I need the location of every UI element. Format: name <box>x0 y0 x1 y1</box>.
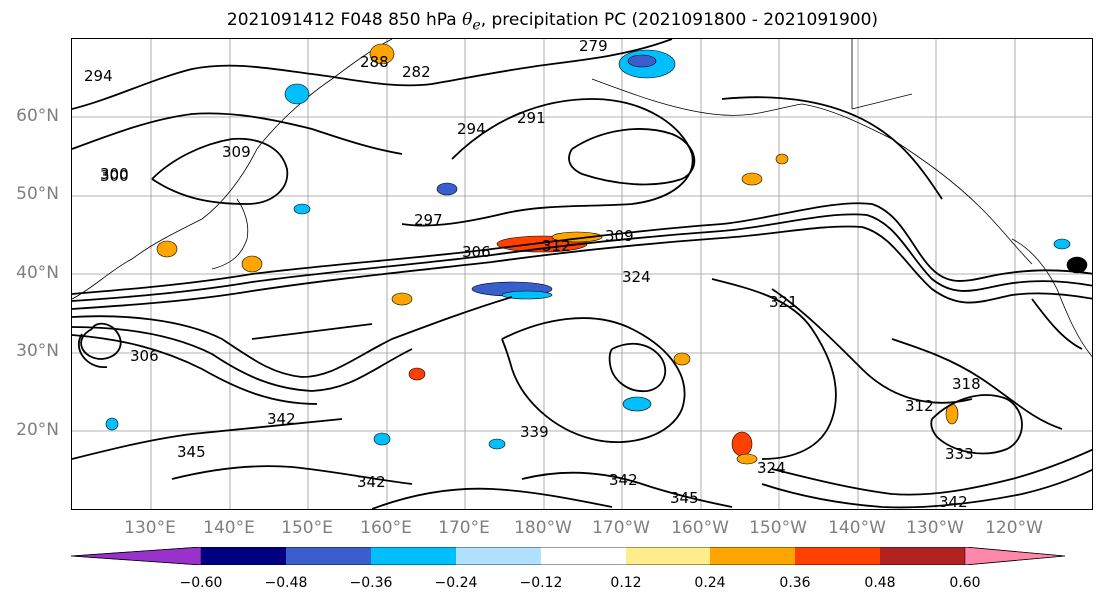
colorbar-segment <box>286 547 371 565</box>
lon-label: 150°W <box>749 518 807 538</box>
contour-label: 339 <box>520 423 549 441</box>
lon-label: 160°E <box>360 518 412 538</box>
contour-label: 342 <box>357 473 386 491</box>
colorbar-segment <box>710 547 795 565</box>
contour-label: 294 <box>457 120 486 138</box>
map-panel: 294 300 288 282 279 294 291 309 300 297 … <box>71 38 1093 510</box>
lon-label: 130°E <box>124 518 176 538</box>
colorbar-extend-low <box>71 547 202 565</box>
colorbar-segment <box>880 547 965 565</box>
contour-label: 342 <box>939 493 968 510</box>
contour-label: 324 <box>622 268 651 286</box>
coastlines <box>72 39 1092 358</box>
colorbar-tick: 0.60 <box>949 575 981 591</box>
colorbar-segment <box>201 547 286 565</box>
contour-label: 345 <box>670 489 699 507</box>
contour-label: 279 <box>579 39 608 55</box>
contour-label: 300 <box>100 167 129 185</box>
colorbar-segment <box>371 547 456 565</box>
contour-label: 306 <box>130 347 159 365</box>
contour-label: 306 <box>462 243 491 261</box>
contour-label: 342 <box>267 410 296 428</box>
precip-shading <box>105 43 1088 465</box>
lat-label: 50°N <box>16 184 59 204</box>
colorbar-extend-high <box>964 547 1065 565</box>
colorbar-tick: −0.24 <box>434 575 478 591</box>
contour-label: 288 <box>360 53 389 71</box>
contour-label: 294 <box>84 67 113 85</box>
lat-label: 40°N <box>16 263 59 283</box>
contour-label: 318 <box>952 375 981 393</box>
colorbar-tick: 0.24 <box>694 575 726 591</box>
contour-label: 282 <box>402 63 431 81</box>
contour-label: 321 <box>769 293 798 311</box>
colorbar-tick: −0.60 <box>179 575 223 591</box>
lon-label: 140°W <box>828 518 886 538</box>
lon-label: 160°W <box>671 518 729 538</box>
colorbar-tick: 0.36 <box>779 575 811 591</box>
colorbar-tick: −0.36 <box>349 575 393 591</box>
lon-label: 140°E <box>203 518 255 538</box>
map-title: 2021091412 F048 850 hPa θe, precipitatio… <box>226 10 879 34</box>
lon-label: 180°W <box>514 518 572 538</box>
lat-label: 20°N <box>16 420 59 440</box>
contour-label: 312 <box>905 397 934 415</box>
colorbar <box>71 547 1065 565</box>
colorbar-tick: −0.48 <box>264 575 308 591</box>
colorbar-tick: 0.12 <box>610 575 642 591</box>
map-canvas: 294 300 288 282 279 294 291 309 300 297 … <box>72 39 1092 510</box>
lon-label: 120°W <box>985 518 1043 538</box>
theta-e-contours <box>72 39 1092 509</box>
graticule <box>72 39 1092 509</box>
lon-label: 130°W <box>906 518 964 538</box>
contour-label: 342 <box>609 471 638 489</box>
contour-label: 345 <box>177 443 206 461</box>
lon-label: 150°E <box>281 518 333 538</box>
colorbar-segment <box>456 547 541 565</box>
contour-label: 312 <box>542 237 571 255</box>
contour-label: 297 <box>414 211 443 229</box>
colorbar-segment <box>795 547 880 565</box>
contour-label: 333 <box>945 445 974 463</box>
lat-label: 60°N <box>16 106 59 126</box>
lon-label: 170°W <box>592 518 650 538</box>
contour-label: 324 <box>757 459 786 477</box>
contour-label: 291 <box>517 109 546 127</box>
lat-label: 30°N <box>16 341 59 361</box>
colorbar-tick: −0.12 <box>519 575 563 591</box>
contour-label: 300 <box>100 165 129 183</box>
contour-label: 309 <box>222 143 251 161</box>
colorbar-segment <box>626 547 710 565</box>
contour-label: 309 <box>605 227 634 245</box>
colorbar-segment <box>541 547 626 565</box>
colorbar-tick: 0.48 <box>864 575 896 591</box>
lon-label: 170°E <box>438 518 490 538</box>
contour-labels: 294 300 288 282 279 294 291 309 300 297 … <box>84 39 981 510</box>
